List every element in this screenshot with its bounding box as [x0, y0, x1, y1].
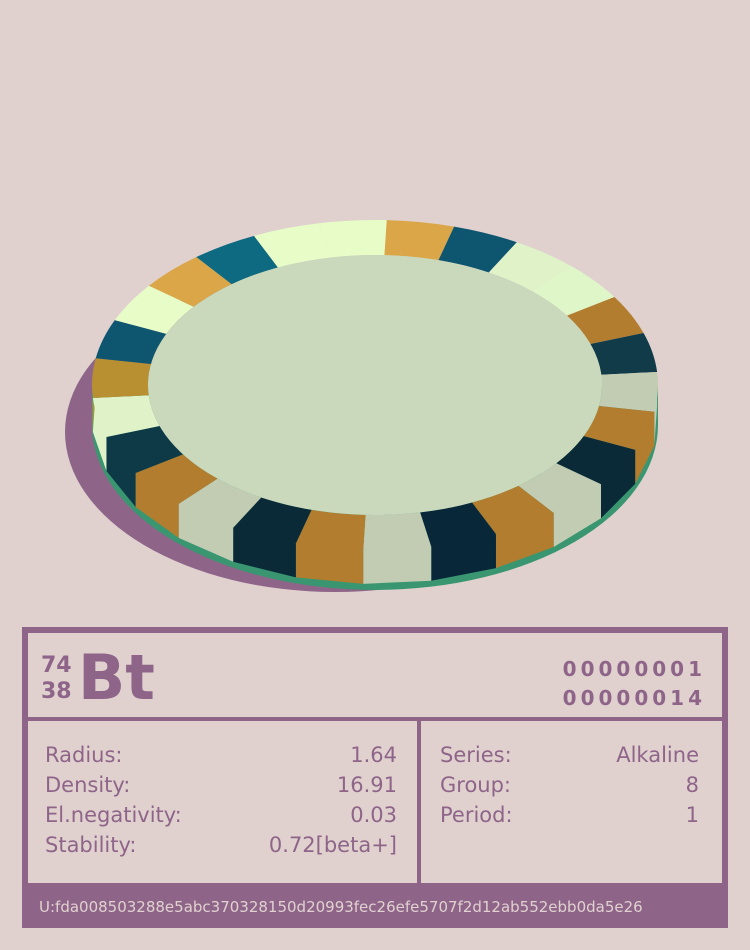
property-row: El.negativity: 0.03: [45, 800, 397, 830]
uid-text: U:fda008503288e5abc370328150d20993fec26e…: [39, 898, 643, 916]
property-label: Period:: [440, 803, 513, 827]
coin-rim-segment: [92, 358, 151, 399]
coin-rim-segment: [95, 320, 167, 364]
property-value: 1: [685, 803, 699, 827]
coin-rim: [92, 220, 658, 550]
property-value: Alkaline: [616, 743, 699, 767]
coin-side-segment: [178, 503, 234, 562]
property-value: 0.72[beta+]: [268, 833, 397, 857]
property-label: Stability:: [45, 833, 137, 857]
property-value: 0.03: [350, 803, 397, 827]
coin-rim-segment: [295, 509, 366, 550]
coin-rim-segment: [599, 371, 658, 412]
coin-rim-segment: [135, 454, 218, 504]
element-header: 74 38 Bt 00000001 00000014: [28, 633, 722, 717]
properties-left: Radius: 1.64 Density: 16.91 El.negativity: 0.…: [28, 721, 417, 883]
coin-rim-segment: [196, 235, 278, 285]
atomic-number: 38: [41, 679, 72, 704]
property-row: Group: 8: [440, 770, 699, 800]
coin-rim-segment: [148, 257, 232, 307]
coin-illustration: [65, 220, 658, 592]
coin-rim-segment: [114, 285, 194, 334]
mass-number: 74: [41, 653, 72, 678]
coin-rim-segment: [254, 223, 330, 268]
coin-side-segment: [431, 534, 496, 581]
coin-side-segment: [601, 449, 636, 519]
element-card: 74 38 Bt 00000001 00000014 Radius: 1.64 De…: [22, 627, 728, 928]
property-label: El.negativity:: [45, 803, 182, 827]
element-numbers: 74 38: [41, 653, 72, 705]
property-row: Series: Alkaline: [440, 740, 699, 770]
element-symbol: Bt: [78, 641, 155, 714]
coin-rim-segment: [420, 502, 496, 547]
coin-face: [148, 255, 602, 515]
coin-side-segment: [92, 398, 107, 472]
coin-side-segment: [495, 512, 554, 569]
coin-rim-segment: [532, 266, 615, 316]
property-label: Group:: [440, 773, 512, 797]
coin-side-segment: [106, 437, 136, 507]
coin-rim-segment: [178, 478, 262, 528]
property-value: 1.64: [350, 743, 397, 767]
coin-rim-segment: [384, 220, 455, 261]
code-1: 00000001: [562, 657, 706, 681]
coin-rim-segment: [363, 512, 432, 550]
coin-rim-segment: [106, 425, 183, 473]
coin-rim-segment: [92, 395, 160, 438]
property-label: Series:: [440, 743, 512, 767]
property-label: Density:: [45, 773, 131, 797]
properties-right: Series: Alkaline Group: 8 Period: 1: [421, 721, 722, 883]
property-row: Density: 16.91: [45, 770, 397, 800]
coin-rim-segment: [318, 220, 387, 258]
property-row: Radius: 1.64: [45, 740, 397, 770]
coin-side-segment: [635, 411, 655, 484]
coin-rim-segment: [488, 242, 572, 292]
coin-side-segment: [363, 546, 432, 584]
coin-rim-segment: [590, 332, 658, 375]
property-row: Period: 1: [440, 800, 699, 830]
coin-rim-segment: [583, 406, 655, 450]
property-value: 8: [685, 773, 699, 797]
property-row: Stability: 0.72[beta+]: [45, 830, 397, 860]
property-label: Radius:: [45, 743, 123, 767]
coin-rim-segment: [472, 485, 554, 535]
coin-side-segment: [135, 472, 179, 538]
coin-rim-segment: [518, 463, 602, 513]
coin-rim-segment: [567, 297, 644, 345]
coin-rim-segment: [438, 226, 517, 273]
code-2: 00000014: [562, 686, 706, 710]
coin-side-segment: [553, 484, 602, 547]
property-value: 16.91: [336, 773, 397, 797]
coin-rim-segment: [556, 436, 636, 485]
coin-rim-segment: [233, 497, 312, 544]
element-codes: 00000001 00000014: [563, 655, 706, 713]
coin-side-segment: [295, 543, 364, 584]
